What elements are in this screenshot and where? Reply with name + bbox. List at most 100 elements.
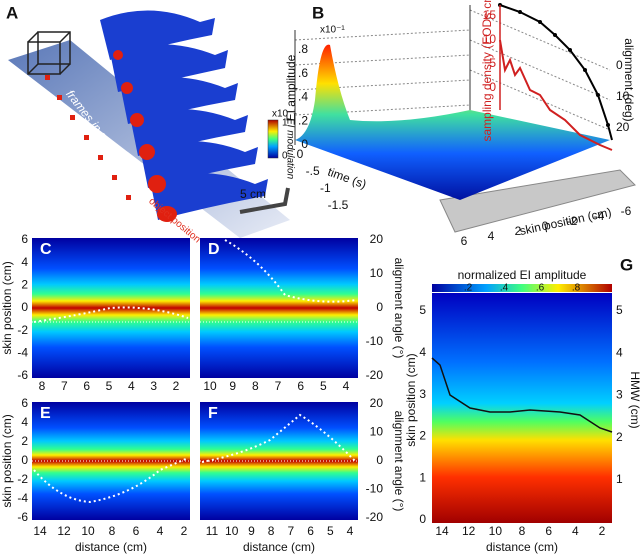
- tick-label: 8: [39, 379, 46, 393]
- tick-label: -6: [17, 368, 28, 382]
- tick-label: .6: [536, 283, 545, 294]
- tick-label: 4: [21, 415, 28, 429]
- tick-label: 5: [616, 303, 623, 317]
- x-label: distance (cm): [486, 540, 558, 554]
- skin-surface: [439, 169, 636, 233]
- tick-label: -4: [17, 346, 28, 360]
- tick-label: -4: [17, 491, 28, 505]
- tick-label: 6: [297, 379, 304, 393]
- fish-shapes: [100, 10, 268, 220]
- y-label: skin position (cm): [404, 353, 418, 446]
- tick-label: 10: [81, 524, 95, 538]
- tick-label: -6: [17, 510, 28, 524]
- tick-label: 0: [419, 512, 426, 526]
- tick-label: 10: [370, 425, 384, 439]
- tick-label: 4: [616, 345, 623, 359]
- tick-label: 0: [21, 300, 28, 314]
- tick-label: 14: [33, 524, 47, 538]
- tick-label: 0: [489, 80, 496, 94]
- tick-label: 4: [419, 345, 426, 359]
- tick-label: -10: [366, 334, 384, 348]
- panel-b: B x10⁻¹ EI amplitude sampling density (E…: [284, 0, 636, 238]
- tick-label: 10: [616, 89, 630, 103]
- ei-label: EI amplitude: [284, 54, 298, 121]
- tick-label: 4: [343, 379, 350, 393]
- colorbar: [432, 284, 612, 292]
- tick-label: 4: [488, 229, 495, 243]
- tick-label: 2: [599, 524, 606, 538]
- tick-label: 6: [461, 234, 468, 248]
- tick-label: 10: [370, 266, 384, 280]
- tick-label: 4: [128, 379, 135, 393]
- tick-label: .8: [298, 42, 308, 56]
- tick-label: 8: [519, 524, 526, 538]
- tick-label: 11: [206, 524, 219, 538]
- tick-label: 2: [173, 379, 180, 393]
- heatmaps: C D E F skin position (cm) skin position…: [0, 238, 406, 554]
- x-label: distance (cm): [243, 540, 315, 554]
- y-label: skin position (cm): [0, 414, 14, 507]
- tick-label: 6: [21, 396, 28, 410]
- tick-label: 1: [616, 472, 623, 486]
- panel-g: G normalized EI amplitude skin position …: [404, 255, 640, 554]
- panel-label: B: [312, 3, 324, 22]
- tick-label: 4: [157, 524, 164, 538]
- tick-label: 4: [572, 524, 579, 538]
- cbar-label: EI modulation: [284, 118, 295, 180]
- tick-label: -20: [366, 510, 384, 524]
- cbar-top: 1: [282, 118, 288, 129]
- tick-label: 9: [229, 379, 236, 393]
- align-label: alignment (deg): [622, 38, 636, 121]
- tick-label: 6: [133, 524, 140, 538]
- tick-label: -6: [621, 204, 632, 218]
- tick-label: 0: [376, 453, 383, 467]
- tick-label: 12: [462, 524, 476, 538]
- tick-label: 1: [419, 470, 426, 484]
- tick-label: 10: [225, 524, 239, 538]
- tick-label: 6: [545, 524, 552, 538]
- tick-label: 6: [21, 232, 28, 246]
- scale-label: 5 cm: [240, 187, 266, 201]
- tick-label: 5: [320, 379, 327, 393]
- tick-label: 10: [203, 379, 217, 393]
- tick-label: -4: [594, 209, 605, 223]
- tick-label: 2: [419, 429, 426, 443]
- tick-label: -1.5: [328, 198, 349, 212]
- panel-label: E: [40, 405, 51, 422]
- time-label: time (s): [326, 165, 368, 192]
- tick-label: 2: [616, 430, 623, 444]
- tick-label: 7: [288, 524, 295, 538]
- heatmap: [200, 238, 358, 378]
- tick-label: 0: [297, 147, 304, 161]
- y2-label: alignment angle (°): [392, 258, 406, 359]
- tick-label: 5: [327, 524, 334, 538]
- panel-label: G: [620, 255, 633, 274]
- tick-label: 15: [483, 8, 497, 22]
- tick-label: 7: [275, 379, 282, 393]
- tick-label: .2: [464, 283, 473, 294]
- heatmap: [32, 238, 190, 378]
- tick-label: .8: [572, 283, 581, 294]
- heatmap: [432, 293, 612, 523]
- tick-label: -2: [17, 323, 28, 337]
- tick-label: 9: [248, 524, 255, 538]
- tick-label: 0: [21, 453, 28, 467]
- tick-label: 4: [347, 524, 354, 538]
- tick-label: 5: [489, 56, 496, 70]
- panel-label: F: [208, 405, 218, 422]
- tick-label: 3: [419, 387, 426, 401]
- tick-label: 6: [307, 524, 314, 538]
- tick-label: 2: [181, 524, 188, 538]
- x-label: distance (cm): [75, 540, 147, 554]
- tick-label: 10: [483, 32, 497, 46]
- cbar-exp: x10⁻¹: [272, 109, 297, 120]
- tick-label: 7: [61, 379, 68, 393]
- tick-label: 6: [83, 379, 90, 393]
- y2-label: HMW (cm): [628, 371, 640, 428]
- tick-label: 8: [268, 524, 275, 538]
- tick-label: -2: [567, 214, 578, 228]
- tick-label: 4: [21, 255, 28, 269]
- tick-label: 20: [370, 232, 384, 246]
- y-label: skin position (cm): [0, 261, 14, 354]
